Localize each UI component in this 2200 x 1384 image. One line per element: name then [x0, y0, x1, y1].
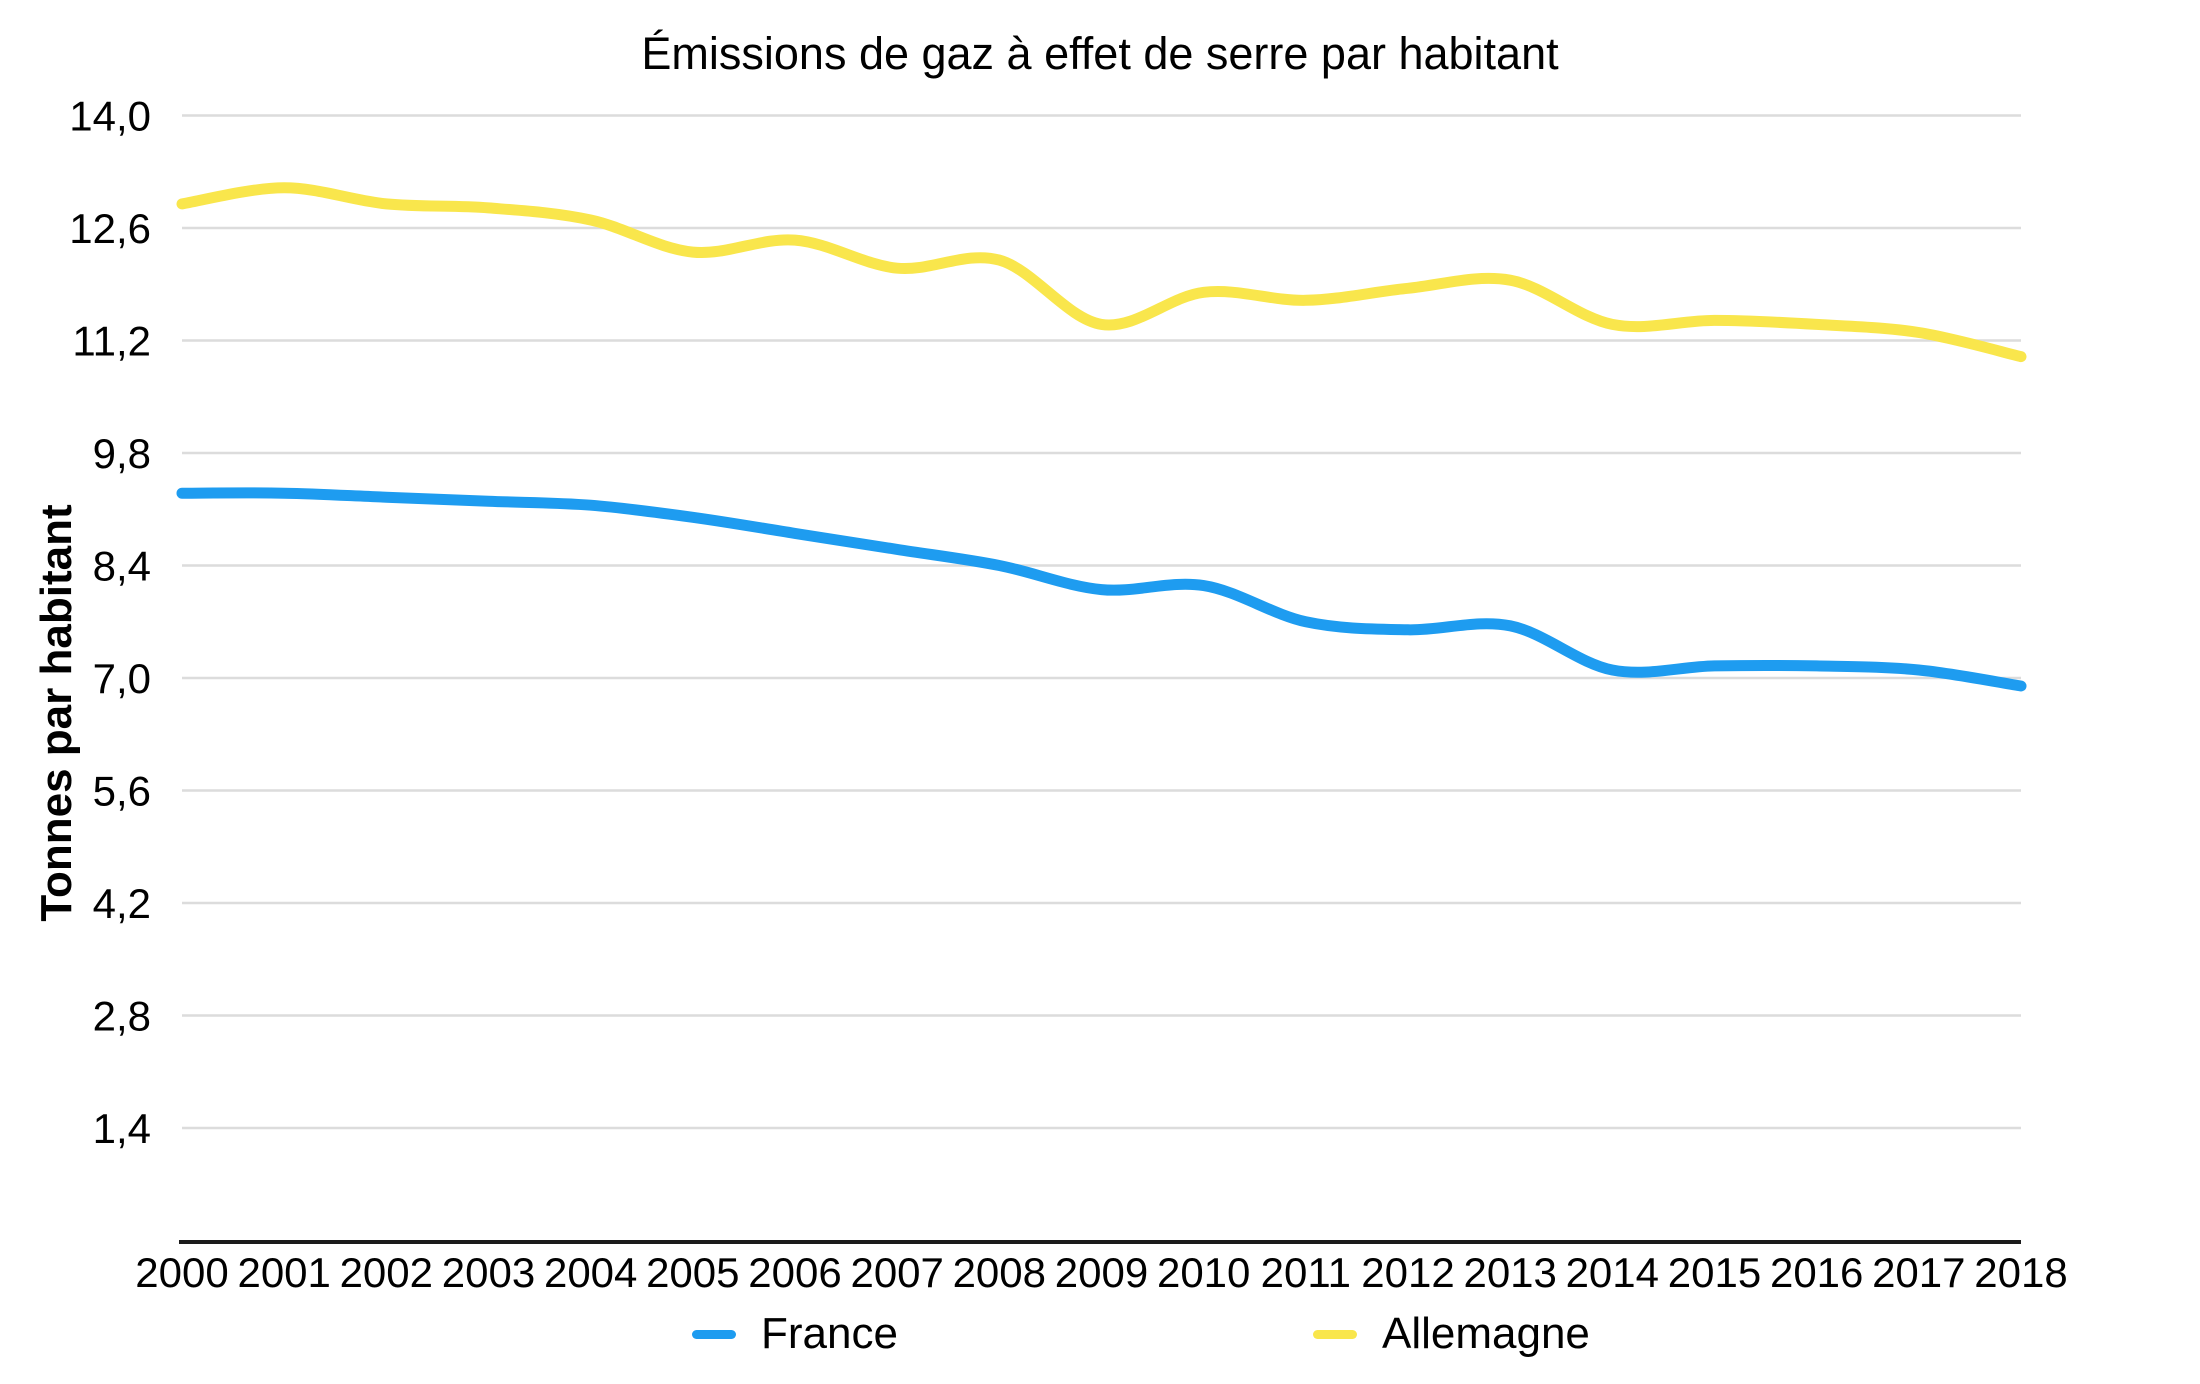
y-tick-label: 4,2: [93, 880, 151, 927]
x-tick-label: 2014: [1566, 1249, 1659, 1296]
y-tick-label: 8,4: [93, 543, 151, 590]
x-tick-label: 2017: [1872, 1249, 1965, 1296]
x-tick-label: 2008: [953, 1249, 1046, 1296]
x-tick-label: 2006: [748, 1249, 841, 1296]
legend-label-france: France: [761, 1309, 898, 1358]
legend-label-allemagne: Allemagne: [1382, 1309, 1590, 1358]
y-tick-label: 11,2: [72, 318, 151, 365]
legend-item-france: France: [692, 1308, 898, 1360]
x-tick-label: 2004: [544, 1249, 637, 1296]
y-tick-label: 1,4: [93, 1105, 151, 1152]
x-tick-label: 2015: [1668, 1249, 1761, 1296]
y-tick-label: 9,8: [93, 430, 151, 477]
y-tick-label: 7,0: [93, 655, 151, 702]
legend-item-allemagne: Allemagne: [1313, 1308, 1590, 1360]
x-tick-label: 2016: [1770, 1249, 1863, 1296]
y-tick-label: 5,6: [93, 768, 151, 815]
x-tick-label: 2012: [1361, 1249, 1454, 1296]
allemagne-line-swatch-icon: [1313, 1329, 1357, 1339]
x-tick-label: 2000: [135, 1249, 228, 1296]
x-tick-label: 2003: [442, 1249, 535, 1296]
y-tick-label: 2,8: [93, 993, 151, 1040]
y-tick-label: 12,6: [69, 205, 151, 252]
series-line-france: [176, 487, 2027, 692]
x-tick-label: 2013: [1463, 1249, 1556, 1296]
x-tick-label: 2002: [340, 1249, 433, 1296]
y-tick-label: 14,0: [69, 93, 151, 140]
series-line-allemagne: [176, 182, 2027, 363]
chart-title: Émissions de gaz à effet de serre par ha…: [641, 28, 1559, 79]
x-tick-label: 2001: [237, 1249, 330, 1296]
x-tick-label: 2010: [1157, 1249, 1250, 1296]
x-tick-label: 2005: [646, 1249, 739, 1296]
x-tick-label: 2007: [850, 1249, 943, 1296]
x-tick-label: 2009: [1055, 1249, 1148, 1296]
france-line-swatch-icon: [692, 1329, 736, 1339]
x-tick-label: 2018: [1974, 1249, 2067, 1296]
x-tick-label: 2011: [1261, 1249, 1351, 1296]
